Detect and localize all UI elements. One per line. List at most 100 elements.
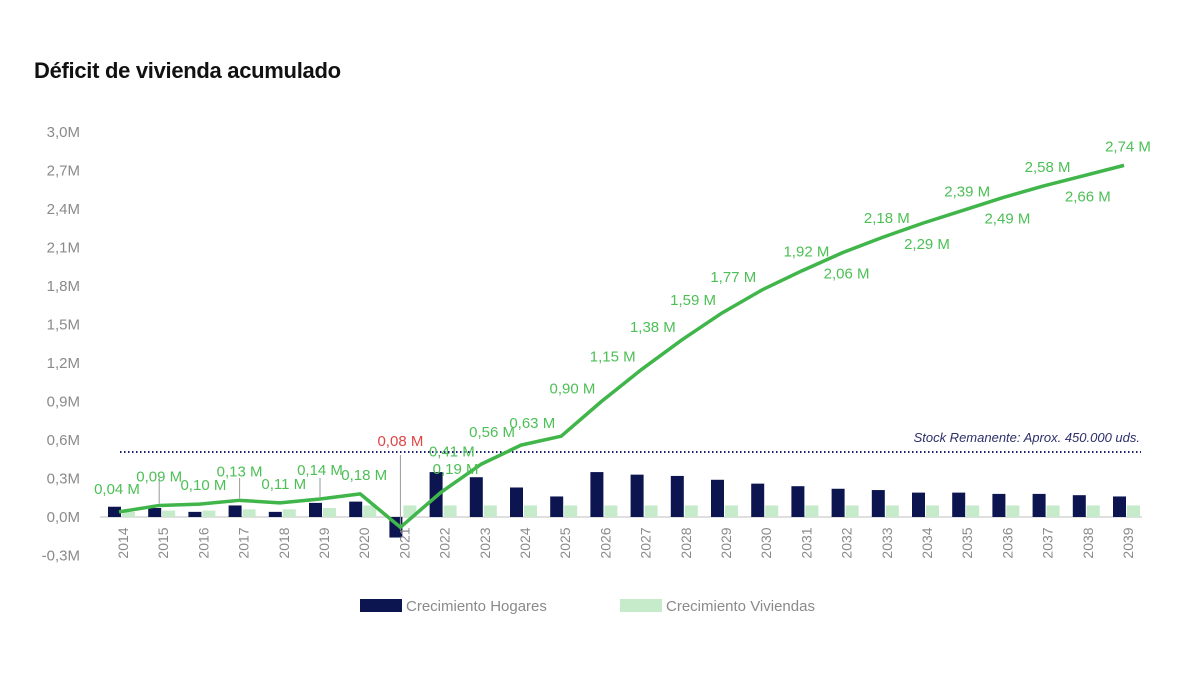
bar-hogares: [751, 483, 765, 517]
x-tick-label: 2029: [718, 527, 734, 558]
data-label: 1,59 M: [670, 292, 716, 309]
data-label: 0,19 M: [433, 461, 479, 478]
legend-label-hogares: Crecimiento Hogares: [406, 598, 547, 615]
x-tick-label: 2037: [1040, 527, 1056, 558]
bar-viviendas: [765, 505, 779, 517]
bar-hogares: [510, 487, 523, 517]
x-tick-label: 2026: [597, 527, 613, 558]
bar-hogares: [228, 505, 242, 517]
bar-viviendas: [1046, 505, 1060, 517]
y-tick-label: 1,8M: [47, 278, 80, 295]
data-label: 0,90 M: [550, 381, 596, 398]
bar-viviendas: [403, 505, 417, 517]
x-tick-label: 2015: [155, 527, 171, 558]
bar-hogares: [550, 496, 564, 517]
bar-hogares: [1072, 495, 1086, 517]
bar-hogares: [630, 474, 644, 517]
bar-viviendas: [363, 505, 377, 517]
y-tick-label: 1,2M: [47, 355, 80, 372]
bar-viviendas: [1127, 505, 1140, 517]
x-tick-label: 2034: [919, 527, 935, 558]
x-tick-label: 2018: [276, 527, 292, 558]
data-label: 0,13 M: [217, 463, 263, 480]
bar-hogares: [952, 492, 966, 517]
x-tick-label: 2032: [839, 527, 855, 558]
data-label: 0,09 M: [136, 468, 182, 485]
data-label: 2,06 M: [824, 266, 870, 283]
bar-viviendas: [564, 505, 578, 517]
y-tick-label: 0,9M: [47, 394, 80, 411]
x-tick-label: 2035: [959, 527, 975, 558]
data-label: 0,41 M: [429, 443, 475, 460]
bar-viviendas: [524, 505, 537, 517]
data-label: 2,58 M: [1025, 159, 1071, 176]
y-tick-label: 2,1M: [47, 240, 80, 257]
y-tick-label: 2,4M: [47, 201, 80, 218]
x-tick-label: 2025: [557, 527, 573, 558]
bar-viviendas: [122, 511, 135, 517]
data-label: 1,38 M: [630, 319, 676, 336]
bar-viviendas: [604, 505, 618, 517]
bar-hogares: [349, 501, 363, 517]
bar-viviendas: [644, 505, 658, 517]
x-tick-label: 2023: [477, 527, 493, 558]
x-tick-label: 2019: [316, 527, 332, 558]
y-tick-label: 0,6M: [47, 432, 80, 449]
data-label: 2,66 M: [1065, 189, 1111, 206]
bar-viviendas: [483, 505, 497, 517]
x-tick-label: 2028: [678, 527, 694, 558]
x-tick-label: 2016: [195, 527, 211, 558]
legend-swatch-viviendas: [620, 599, 662, 612]
x-tick-label: 2021: [396, 527, 412, 558]
bar-viviendas: [323, 508, 336, 517]
bar-viviendas: [282, 509, 296, 517]
x-tick-label: 2014: [115, 527, 131, 558]
bar-hogares: [871, 490, 885, 517]
data-label: 0,56 M: [469, 424, 515, 441]
x-tick-label: 2033: [879, 527, 895, 558]
bar-viviendas: [1006, 505, 1020, 517]
data-label: 2,74 M: [1105, 138, 1151, 155]
bar-viviendas: [242, 509, 256, 517]
data-label: 0,11 M: [261, 476, 306, 493]
x-tick-label: 2031: [798, 527, 814, 558]
bar-hogares: [309, 502, 322, 517]
bar-viviendas: [162, 510, 176, 517]
data-label: 0,10 M: [180, 477, 226, 494]
bar-viviendas: [725, 505, 738, 517]
data-label: 2,29 M: [904, 236, 950, 253]
data-label: 2,49 M: [984, 210, 1030, 227]
line-deficit-acumulado: [118, 163, 1125, 530]
legend-label-viviendas: Crecimiento Viviendas: [666, 598, 815, 615]
x-tick-label: 2036: [999, 527, 1015, 558]
x-tick-label: 2030: [758, 527, 774, 558]
y-tick-label: 0,0M: [47, 509, 80, 526]
bar-viviendas: [926, 505, 939, 517]
y-tick-label: -0,3M: [42, 547, 80, 564]
bar-hogares: [268, 511, 282, 517]
x-tick-label: 2022: [437, 527, 453, 558]
y-tick-label: 3,0M: [47, 124, 80, 141]
bar-hogares: [1032, 493, 1046, 517]
data-label: 1,92 M: [783, 244, 829, 261]
bar-hogares: [791, 486, 805, 517]
data-label: 0,14 M: [297, 462, 343, 479]
y-tick-label: 2,7M: [47, 163, 80, 180]
data-label: 0,63 M: [509, 415, 555, 432]
data-label: 0,18 M: [341, 467, 387, 484]
chart-title: Déficit de vivienda acumulado: [34, 58, 341, 83]
bar-hogares: [148, 508, 162, 517]
stock-annotation: Stock Remanente: Aprox. 450.000 uds.: [914, 430, 1140, 445]
bar-viviendas: [684, 505, 698, 517]
bar-hogares: [1113, 496, 1126, 517]
bar-viviendas: [805, 505, 819, 517]
bar-viviendas: [966, 505, 980, 517]
bar-hogares: [108, 506, 121, 517]
x-tick-label: 2039: [1120, 527, 1136, 558]
y-tick-label: 1,5M: [47, 317, 80, 334]
bar-hogares: [188, 511, 202, 517]
bar-viviendas: [443, 505, 457, 517]
data-label: 2,18 M: [864, 210, 910, 227]
bar-viviendas: [1086, 505, 1100, 517]
